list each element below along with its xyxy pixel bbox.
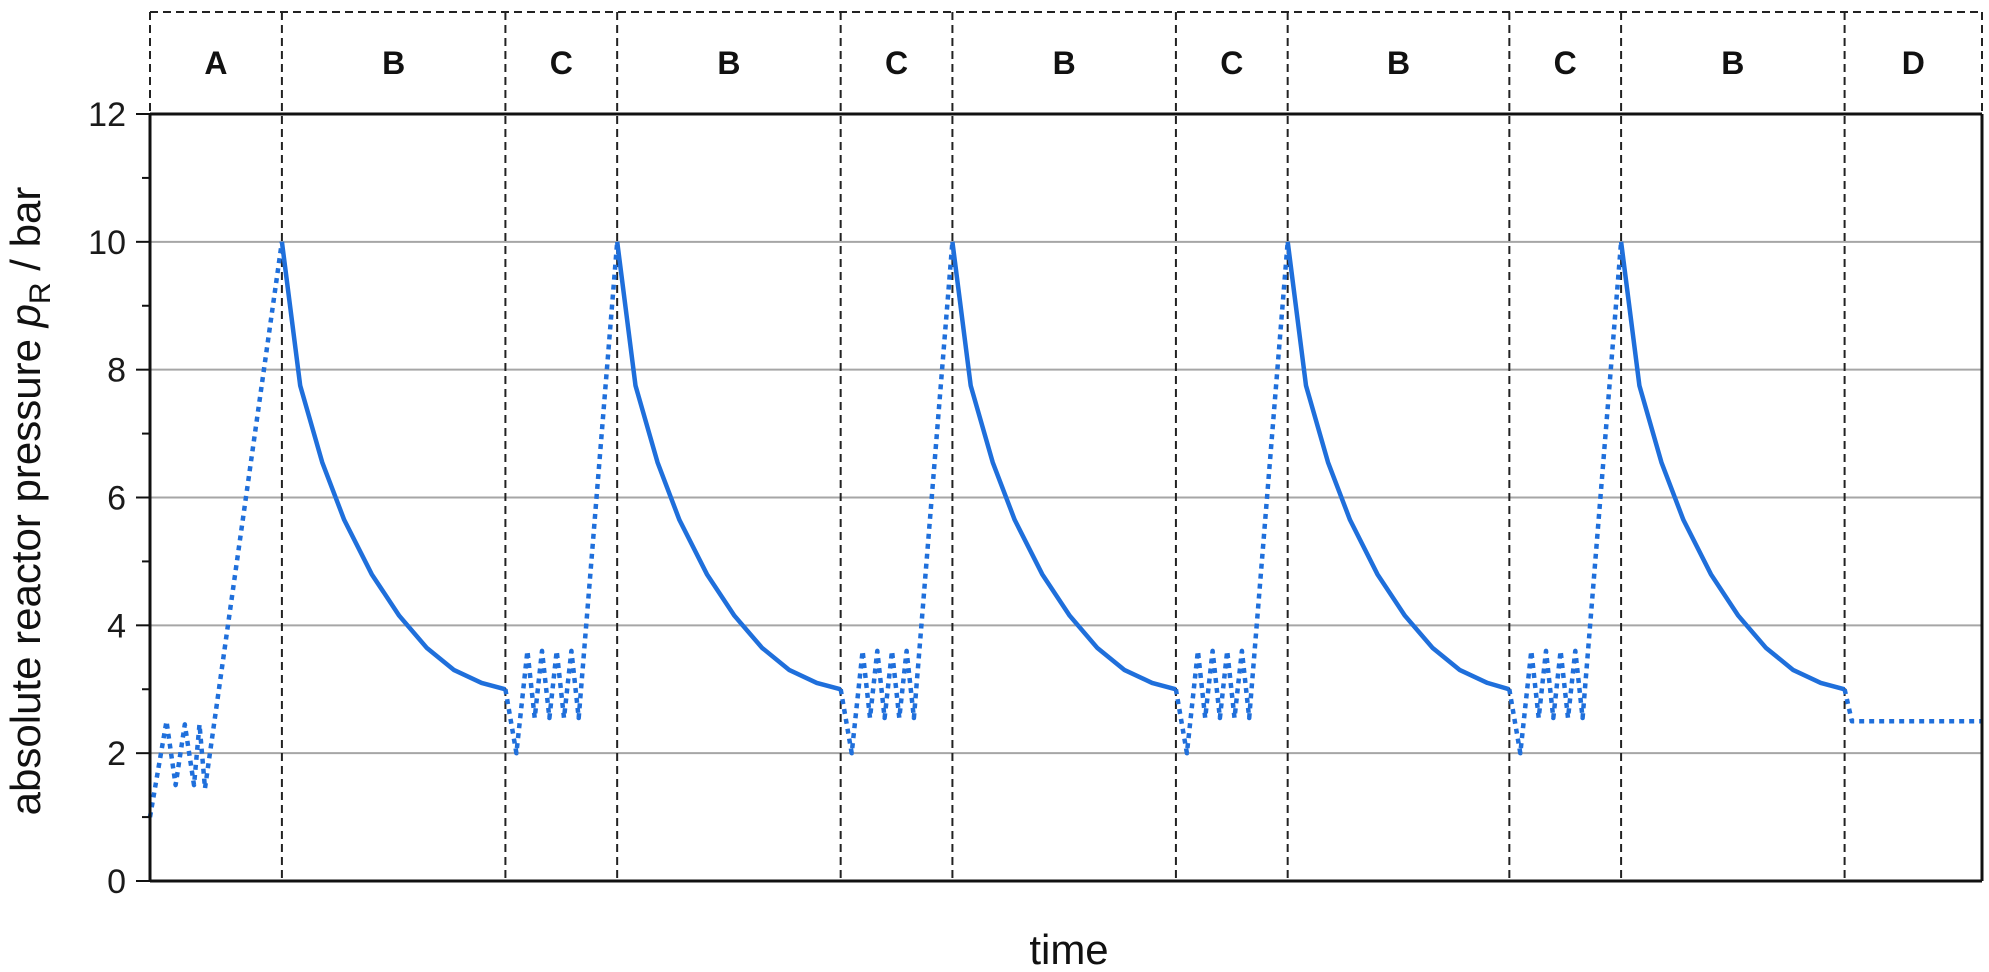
- y-axis-title-prefix: absolute reactor pressure: [2, 327, 49, 815]
- y-tick-label: 2: [107, 735, 126, 773]
- y-axis-title-subscript: R: [24, 282, 57, 304]
- y-tick-label: 12: [88, 96, 126, 134]
- phase-label-a: A: [204, 45, 227, 81]
- y-ticks: 0 2 4 6 8 10 12: [88, 96, 150, 901]
- dotted-segment: [503, 241, 620, 756]
- y-tick-label: 0: [107, 863, 126, 901]
- phase-label-c: C: [550, 45, 573, 81]
- y-tick-label: 4: [107, 607, 126, 645]
- solid-decay-curve: [279, 241, 506, 692]
- y-axis-title: absolute reactor pressure pR / bar: [2, 187, 57, 816]
- phase-label-b: B: [1387, 45, 1410, 81]
- phase-label-c: C: [1554, 45, 1577, 81]
- solid-decay-curve: [950, 241, 1177, 692]
- y-axis-title-symbol: p: [2, 304, 49, 329]
- dotted-segment: [1173, 241, 1290, 756]
- dotted-segment: [1507, 241, 1624, 756]
- grid-lines: [150, 240, 1982, 755]
- phase-label-b: B: [717, 45, 740, 81]
- y-tick-label: 10: [88, 224, 126, 262]
- phase-label-c: C: [885, 45, 908, 81]
- y-axis-title-suffix: / bar: [2, 187, 49, 283]
- solid-decay-curve: [614, 241, 842, 692]
- x-axis-title: time: [1029, 926, 1108, 972]
- dotted-segment: [838, 241, 955, 756]
- y-tick-label: 8: [107, 352, 126, 390]
- phase-label-b: B: [1721, 45, 1744, 81]
- data-series: [147, 241, 1982, 818]
- y-tick-label: 6: [107, 480, 126, 518]
- phase-label-b: B: [1053, 45, 1076, 81]
- solid-decay-curve: [1618, 241, 1846, 692]
- phase-label-d: D: [1902, 45, 1925, 81]
- phase-label-b: B: [382, 45, 405, 81]
- dotted-segment: [1842, 688, 1982, 724]
- dotted-segment: [147, 241, 285, 818]
- phase-label-c: C: [1220, 45, 1243, 81]
- solid-decay-curve: [1285, 241, 1510, 692]
